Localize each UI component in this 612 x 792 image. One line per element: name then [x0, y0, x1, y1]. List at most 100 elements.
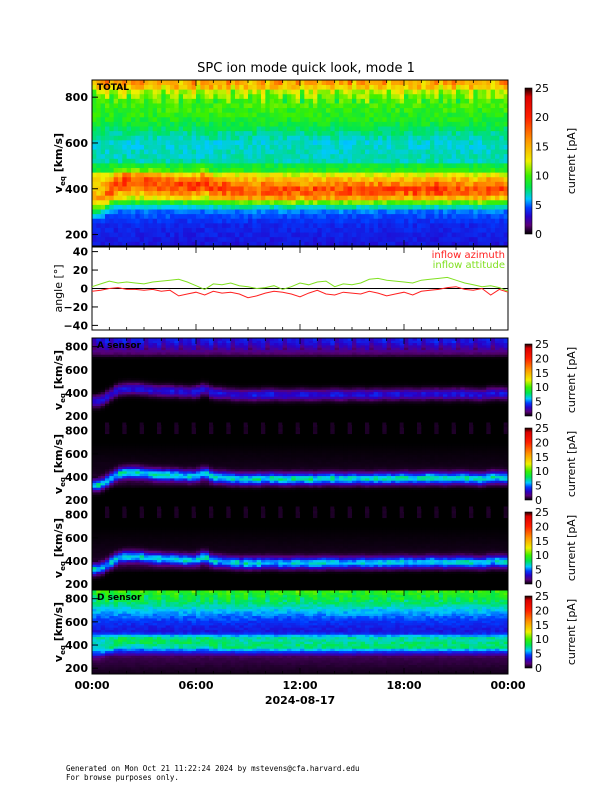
heatmap-cell [113, 186, 119, 192]
heatmap-cell [438, 204, 444, 210]
heatmap-cell [222, 356, 227, 360]
heatmap-cell [191, 241, 197, 247]
heatmap-cell [96, 181, 102, 187]
heatmap-cell [96, 218, 102, 224]
heatmap-cell [330, 84, 336, 90]
heatmap-cell [499, 121, 505, 127]
heatmap-cell [109, 415, 115, 418]
heatmap-cell [456, 107, 461, 113]
heatmap-cell [170, 98, 175, 104]
heatmap-cell [96, 163, 102, 169]
heatmap-cell [165, 394, 171, 397]
heatmap-cell [183, 352, 188, 355]
heatmap-cell [295, 181, 301, 187]
heatmap-cell [191, 181, 197, 187]
heatmap-cell [473, 227, 479, 233]
heatmap-cell [152, 361, 158, 365]
heatmap-cell [230, 84, 236, 90]
heatmap-cell [152, 338, 158, 341]
heatmap-cell [92, 116, 97, 122]
heatmap-cell [122, 394, 128, 397]
heatmap-cell [282, 126, 288, 132]
heatmap-cell [451, 116, 457, 122]
heatmap-cell [447, 121, 453, 127]
heatmap-cell [243, 144, 249, 150]
heatmap-cell [252, 218, 258, 224]
heatmap-cell [451, 130, 457, 136]
heatmap-cell [235, 342, 240, 346]
heatmap-cell [161, 126, 167, 132]
heatmap-cell [412, 241, 418, 247]
heatmap-cell [92, 98, 97, 104]
heatmap-cell [196, 176, 201, 182]
heatmap-cell [490, 107, 496, 113]
heatmap-cell [291, 112, 297, 118]
heatmap-cell [209, 349, 214, 353]
heatmap-cell [213, 391, 219, 395]
heatmap-cell [122, 241, 128, 247]
heatmap-cell [421, 130, 427, 136]
heatmap-cell [222, 84, 227, 90]
heatmap-cell [430, 112, 435, 118]
heatmap-cell [265, 384, 271, 388]
heatmap-cell [313, 153, 318, 159]
heatmap-cell [187, 373, 193, 376]
heatmap-cell [187, 130, 193, 136]
heatmap-cell [170, 354, 175, 358]
heatmap-cell [235, 89, 240, 95]
heatmap-cell [261, 398, 266, 402]
heatmap-cell [135, 359, 141, 362]
heatmap-cell [113, 401, 119, 404]
heatmap-cell [295, 93, 301, 99]
heatmap-cell [122, 98, 128, 104]
heatmap-cell [204, 241, 210, 247]
heatmap-cell [308, 209, 314, 215]
heatmap-cell [200, 387, 206, 390]
heatmap-cell [209, 401, 214, 404]
heatmap-cell [187, 222, 193, 228]
heatmap-cell [300, 98, 305, 104]
heatmap-cell [131, 410, 136, 414]
heatmap-cell [443, 84, 448, 90]
heatmap-cell [148, 415, 154, 418]
heatmap-cell [213, 408, 219, 411]
heatmap-cell [490, 236, 496, 242]
heatmap-cell [438, 167, 444, 173]
heatmap-cell [434, 93, 440, 99]
heatmap-cell [100, 349, 106, 353]
heatmap-cell [269, 80, 275, 86]
heatmap-cell [131, 199, 136, 205]
heatmap-cell [161, 391, 167, 395]
heatmap-cell [139, 347, 145, 351]
heatmap-cell [131, 366, 136, 369]
heatmap-cell [122, 412, 128, 416]
heatmap-cell [100, 236, 106, 242]
heatmap-cell [365, 153, 370, 159]
heatmap-cell [122, 340, 128, 344]
heatmap-cell [373, 195, 379, 201]
heatmap-cell [373, 186, 379, 192]
heatmap-cell [339, 126, 344, 132]
heatmap-cell [261, 181, 266, 187]
heatmap-cell [226, 172, 232, 178]
heatmap-cell [408, 98, 414, 104]
heatmap-cell [252, 394, 258, 397]
heatmap-cell [308, 232, 314, 238]
heatmap-cell [486, 176, 492, 182]
heatmap-cell [282, 195, 288, 201]
heatmap-cell [438, 181, 444, 187]
heatmap-cell [482, 130, 487, 136]
heatmap-cell [503, 144, 509, 150]
heatmap-cell [144, 391, 149, 395]
heatmap-cell [204, 112, 210, 118]
heatmap-cell [261, 396, 266, 400]
heatmap-cell [165, 153, 171, 159]
heatmap-cell [152, 352, 158, 355]
heatmap-cell [274, 190, 279, 196]
heatmap-cell [460, 126, 466, 132]
heatmap-cell [421, 176, 427, 182]
heatmap-cell [356, 144, 362, 150]
heatmap-cell [499, 93, 505, 99]
heatmap-cell [326, 89, 331, 95]
heatmap-cell [469, 158, 474, 164]
